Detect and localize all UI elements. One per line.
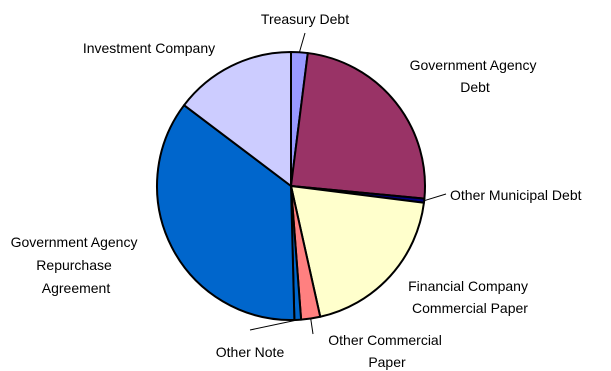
slice-government-agency-debt: [290, 52, 426, 200]
slice-investment-company: [183, 51, 292, 187]
slice-financial-company-commercial-paper: [290, 185, 425, 318]
label-government-agency-debt: Government Agency Debt: [410, 57, 541, 95]
pie-slices: [156, 51, 426, 321]
label-treasury-debt: Treasury Debt: [261, 11, 349, 27]
leader-line-treasury-debt: [298, 32, 306, 53]
leader-line-other-municipal-debt: [424, 193, 447, 202]
label-financial-company-commercial-paper: Financial Company Commercial Paper: [408, 278, 532, 316]
leader-line-other-commercial-paper: [310, 318, 314, 335]
label-other-note: Other Note: [216, 344, 285, 360]
label-government-agency-repurchase-agreement: Government Agency Repurchase Agreement: [11, 234, 142, 296]
slice-labels: Treasury Debt Government Agency Debt Oth…: [11, 11, 582, 370]
slice-government-agency-repurchase-agreement: [156, 104, 296, 321]
label-other-municipal-debt: Other Municipal Debt: [450, 187, 582, 203]
label-investment-company: Investment Company: [83, 40, 215, 56]
leader-lines: [249, 32, 447, 335]
label-other-commercial-paper: Other Commercial Paper: [328, 332, 445, 370]
leader-line-other-note: [249, 319, 298, 331]
